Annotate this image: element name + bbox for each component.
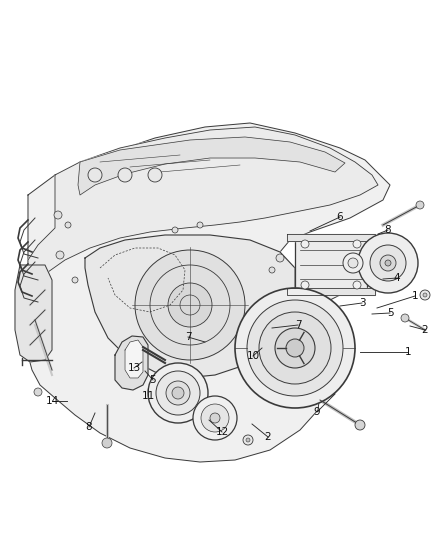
Circle shape (135, 250, 245, 360)
Circle shape (246, 438, 250, 442)
Text: 7: 7 (185, 332, 191, 342)
Polygon shape (115, 336, 148, 390)
Circle shape (65, 222, 71, 228)
Text: 8: 8 (385, 225, 391, 235)
Circle shape (56, 251, 64, 259)
Circle shape (259, 312, 331, 384)
Polygon shape (78, 137, 345, 195)
Circle shape (166, 381, 190, 405)
Circle shape (148, 363, 208, 423)
Circle shape (201, 404, 229, 432)
Circle shape (34, 388, 42, 396)
Text: 6: 6 (337, 212, 343, 222)
Circle shape (343, 253, 363, 273)
Circle shape (286, 339, 304, 357)
Circle shape (358, 233, 418, 293)
Text: 5: 5 (150, 375, 156, 385)
Circle shape (72, 277, 78, 283)
Circle shape (355, 420, 365, 430)
Circle shape (353, 281, 361, 289)
Circle shape (235, 288, 355, 408)
Text: 9: 9 (314, 407, 320, 417)
Circle shape (276, 254, 284, 262)
Circle shape (54, 211, 62, 219)
Polygon shape (28, 123, 390, 462)
Circle shape (353, 240, 361, 248)
Circle shape (247, 300, 343, 396)
Circle shape (197, 222, 203, 228)
Circle shape (401, 314, 409, 322)
Circle shape (168, 283, 212, 327)
Polygon shape (125, 340, 143, 378)
Text: 1: 1 (405, 347, 411, 357)
Text: 7: 7 (295, 320, 301, 330)
Circle shape (423, 293, 427, 297)
Polygon shape (28, 127, 378, 285)
Text: 4: 4 (394, 273, 400, 283)
Circle shape (88, 168, 102, 182)
Circle shape (156, 371, 200, 415)
Circle shape (370, 245, 406, 281)
Polygon shape (295, 236, 367, 293)
Text: 12: 12 (215, 427, 229, 437)
Text: 13: 13 (127, 363, 141, 373)
Circle shape (193, 396, 237, 440)
Circle shape (102, 438, 112, 448)
Polygon shape (287, 234, 375, 241)
Circle shape (348, 258, 358, 268)
Text: 2: 2 (265, 432, 271, 442)
Circle shape (172, 387, 184, 399)
Circle shape (416, 201, 424, 209)
Circle shape (210, 413, 220, 423)
Text: 1: 1 (412, 291, 418, 301)
Text: 2: 2 (422, 325, 428, 335)
Circle shape (301, 240, 309, 248)
Text: 5: 5 (387, 308, 393, 318)
Text: 8: 8 (86, 422, 92, 432)
Circle shape (148, 168, 162, 182)
Polygon shape (15, 265, 52, 362)
Polygon shape (85, 235, 295, 378)
Text: 14: 14 (46, 396, 59, 406)
Text: 10: 10 (247, 351, 260, 361)
Polygon shape (287, 288, 375, 295)
Text: 3: 3 (359, 298, 365, 308)
Circle shape (301, 281, 309, 289)
Circle shape (420, 290, 430, 300)
Circle shape (269, 267, 275, 273)
Text: 11: 11 (141, 391, 155, 401)
Circle shape (380, 255, 396, 271)
Circle shape (118, 168, 132, 182)
Circle shape (275, 328, 315, 368)
Circle shape (172, 227, 178, 233)
Circle shape (385, 260, 391, 266)
Circle shape (243, 435, 253, 445)
